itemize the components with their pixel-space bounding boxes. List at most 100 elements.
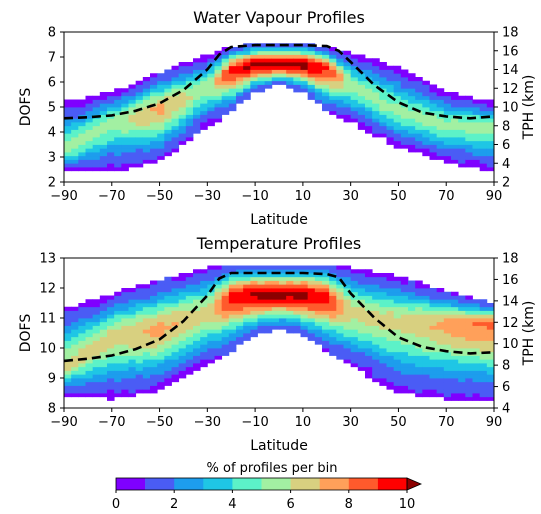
heatmap-cell <box>408 351 416 356</box>
heatmap-cell <box>365 99 373 104</box>
heatmap-cell <box>322 348 330 353</box>
heatmap-cell <box>429 310 438 315</box>
heatmap-cell <box>193 336 201 341</box>
heatmap-cell <box>150 144 158 149</box>
heatmap-cell <box>300 69 309 74</box>
heatmap-cell <box>293 84 301 89</box>
heatmap-cell <box>221 80 230 85</box>
heatmap-cell <box>264 325 273 330</box>
heatmap-cell <box>107 92 115 97</box>
heatmap-cell <box>128 291 137 296</box>
heatmap-cell <box>271 47 280 52</box>
heatmap-cell <box>193 92 201 97</box>
heatmap-cell <box>365 329 373 334</box>
heatmap-cell <box>293 321 301 326</box>
heatmap-cell <box>386 133 395 138</box>
heatmap-cell <box>64 336 72 341</box>
heatmap-cell <box>393 125 402 130</box>
heatmap-cell <box>85 155 94 160</box>
heatmap-cell <box>121 144 129 149</box>
heatmap-cell <box>228 95 237 100</box>
heatmap-cell <box>250 329 258 334</box>
heatmap-cell <box>465 140 473 145</box>
heatmap-cell <box>71 314 79 319</box>
heatmap-cell <box>164 359 172 364</box>
heatmap-cell <box>436 325 445 330</box>
heatmap-cell <box>479 310 488 315</box>
heatmap-cell <box>479 144 488 149</box>
heatmap-cell <box>257 318 266 323</box>
heatmap-cell <box>78 340 86 345</box>
heatmap-cell <box>164 88 172 93</box>
heatmap-cell <box>307 336 316 341</box>
heatmap-cell <box>314 54 323 59</box>
heatmap-cell <box>257 288 266 293</box>
heatmap-cell <box>264 310 273 315</box>
heatmap-cell <box>415 370 423 375</box>
heatmap-cell <box>286 310 294 315</box>
heatmap-cell <box>379 280 387 285</box>
heatmap-cell <box>99 140 108 145</box>
heatmap-cell <box>422 288 430 293</box>
heatmap-cell <box>436 366 445 371</box>
heatmap-cell <box>99 381 108 386</box>
heatmap-cell <box>293 318 301 323</box>
heatmap-cell <box>228 50 237 55</box>
heatmap-cell <box>357 114 366 119</box>
heatmap-cell <box>279 303 287 308</box>
heatmap-cell <box>178 344 187 349</box>
heatmap-cell <box>99 133 108 138</box>
heatmap-cell <box>357 273 366 278</box>
heatmap-cell <box>128 329 137 334</box>
heatmap-cell <box>200 351 208 356</box>
heatmap-cell <box>85 144 94 149</box>
heatmap-cell <box>121 381 129 386</box>
heatmap-cell <box>336 99 344 104</box>
heatmap-cell <box>357 269 366 274</box>
heatmap-cell <box>393 77 402 82</box>
heatmap-cell <box>135 110 144 115</box>
heatmap-cell <box>436 288 445 293</box>
heatmap-cell <box>422 291 430 296</box>
heatmap-cell <box>99 129 108 134</box>
heatmap-cell <box>92 95 101 100</box>
heatmap-cell <box>150 114 158 119</box>
heatmap-cell <box>142 159 151 164</box>
heatmap-cell <box>386 336 395 341</box>
heatmap-cell <box>314 95 323 100</box>
heatmap-cell <box>150 133 158 138</box>
heatmap-cell <box>85 333 94 338</box>
heatmap-cell <box>271 265 280 270</box>
heatmap-cell <box>264 318 273 323</box>
heatmap-cell <box>171 291 180 296</box>
heatmap-cell <box>92 381 101 386</box>
heatmap-cell <box>486 344 495 349</box>
heatmap-cell <box>393 140 402 145</box>
heatmap-cell <box>185 73 194 78</box>
heatmap-cell <box>300 276 309 281</box>
heatmap-cell <box>365 370 373 375</box>
heatmap-cell <box>157 374 165 379</box>
heatmap-cell <box>451 340 459 345</box>
heatmap-cell <box>185 133 194 138</box>
heatmap-cell <box>465 381 473 386</box>
heatmap-cell <box>78 363 86 368</box>
heatmap-cell <box>214 99 223 104</box>
heatmap-cell <box>157 133 165 138</box>
heatmap-cell <box>357 295 366 300</box>
y-right-tick-label: 4 <box>502 157 510 172</box>
heatmap-cell <box>185 370 194 375</box>
heatmap-cell <box>257 77 266 82</box>
wv-heatmap <box>64 43 495 172</box>
heatmap-cell <box>415 318 423 323</box>
heatmap-cell <box>415 77 423 82</box>
heatmap-cell <box>436 314 445 319</box>
heatmap-cell <box>465 125 473 130</box>
heatmap-cell <box>171 103 180 108</box>
heatmap-cell <box>236 99 244 104</box>
heatmap-cell <box>372 333 380 338</box>
heatmap-cell <box>228 84 237 89</box>
heatmap-cell <box>400 129 409 134</box>
heatmap-cell <box>322 95 330 100</box>
heatmap-cell <box>193 340 201 345</box>
